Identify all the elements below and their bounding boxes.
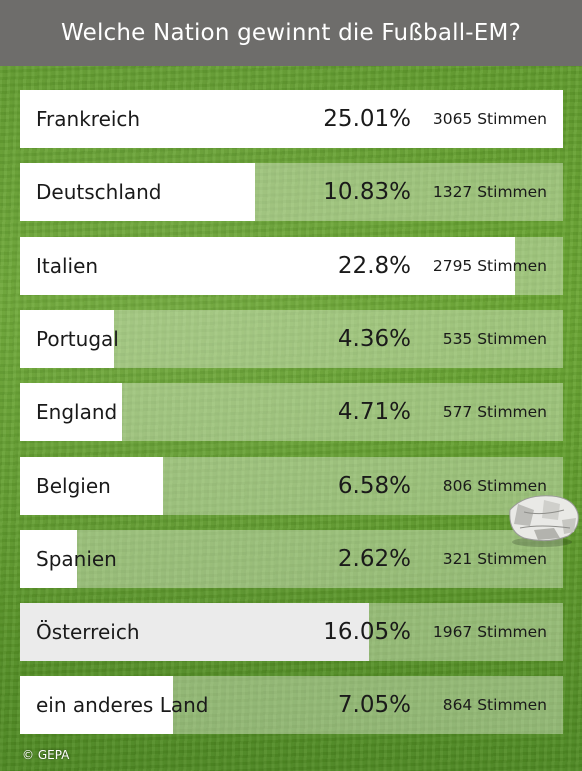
poll-option-label: Frankreich xyxy=(36,107,141,131)
poll-option-percent: 10.83% xyxy=(323,179,411,205)
poll-option-label: ein anderes Land xyxy=(36,693,209,717)
poll-option-row[interactable]: ein anderes Land 7.05% 864 Stimmen xyxy=(20,676,563,734)
poll-bar-track xyxy=(20,530,563,588)
poll-option-percent: 22.8% xyxy=(337,253,411,279)
poll-option-row[interactable]: Italien 22.8% 2795 Stimmen xyxy=(20,237,563,295)
poll-bar-fill xyxy=(20,383,123,441)
poll-option-percent: 6.58% xyxy=(337,473,411,499)
poll-option-votes: 535 Stimmen xyxy=(442,330,547,348)
poll-option-row[interactable]: Spanien 2.62% 321 Stimmen xyxy=(20,530,563,588)
poll-option-votes: 2795 Stimmen xyxy=(432,257,547,275)
poll-option-votes: 321 Stimmen xyxy=(442,550,547,568)
poll-option-votes: 806 Stimmen xyxy=(442,477,547,495)
poll-option-percent: 2.62% xyxy=(337,546,411,572)
poll-bar-fill xyxy=(20,676,174,734)
photo-credit: © GEPA xyxy=(22,748,70,762)
poll-bar-fill xyxy=(20,90,563,148)
poll-option-row[interactable]: Deutschland 10.83% 1327 Stimmen xyxy=(20,163,563,221)
poll-option-percent: 7.05% xyxy=(337,692,411,718)
poll-bar-fill xyxy=(20,310,115,368)
poll-option-label: Spanien xyxy=(36,547,117,571)
poll-option-percent: 25.01% xyxy=(323,106,411,132)
poll-bar-fill xyxy=(20,530,77,588)
poll-option-label: Österreich xyxy=(36,620,140,644)
poll-option-row[interactable]: England 4.71% 577 Stimmen xyxy=(20,383,563,441)
poll-option-label: Belgien xyxy=(36,474,111,498)
poll-option-votes: 3065 Stimmen xyxy=(432,110,547,128)
poll-option-percent: 4.36% xyxy=(337,326,411,352)
poll-option-label: England xyxy=(36,400,118,424)
poll-title: Welche Nation gewinnt die Fußball-EM? xyxy=(61,20,521,46)
poll-option-votes: 577 Stimmen xyxy=(442,403,547,421)
poll-header: Welche Nation gewinnt die Fußball-EM? xyxy=(0,0,582,66)
soccer-ball-icon xyxy=(509,495,579,547)
poll-option-votes: 1967 Stimmen xyxy=(432,623,547,641)
poll-option-percent: 16.05% xyxy=(323,619,411,645)
poll-bar-fill xyxy=(20,603,369,661)
poll-bar-fill xyxy=(20,457,163,515)
poll-option-label: Deutschland xyxy=(36,180,162,204)
poll-option-row[interactable]: Österreich 16.05% 1967 Stimmen xyxy=(20,603,563,661)
poll-bar-fill xyxy=(20,237,516,295)
poll-option-label: Italien xyxy=(36,254,99,278)
poll-option-row[interactable]: Portugal 4.36% 535 Stimmen xyxy=(20,310,563,368)
poll-option-label: Portugal xyxy=(36,327,119,351)
poll-option-row[interactable]: Belgien 6.58% 806 Stimmen xyxy=(20,457,563,515)
poll-option-votes: 864 Stimmen xyxy=(442,696,547,714)
poll-bar-fill xyxy=(20,163,256,221)
poll-option-row[interactable]: Frankreich 25.01% 3065 Stimmen xyxy=(20,90,563,148)
poll-option-percent: 4.71% xyxy=(337,399,411,425)
poll-option-votes: 1327 Stimmen xyxy=(432,183,547,201)
